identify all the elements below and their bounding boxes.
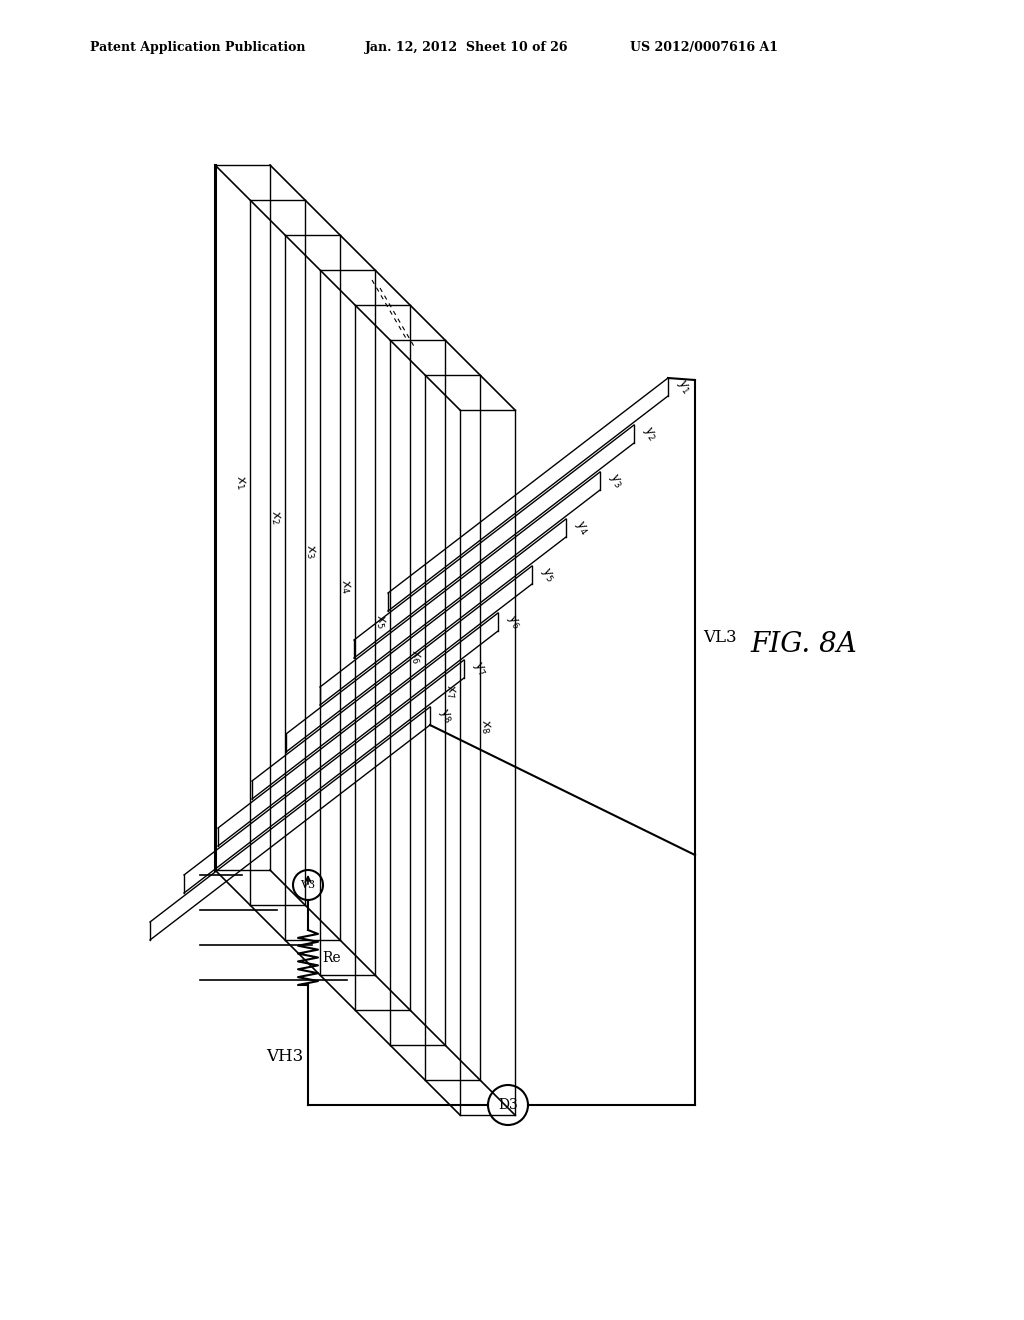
Text: $x_8$: $x_8$ xyxy=(477,718,493,735)
Text: $x_6$: $x_6$ xyxy=(407,648,423,665)
Text: V3: V3 xyxy=(300,880,315,890)
Text: $y_6$: $y_6$ xyxy=(504,612,524,632)
Text: Jan. 12, 2012  Sheet 10 of 26: Jan. 12, 2012 Sheet 10 of 26 xyxy=(365,41,568,54)
Text: Patent Application Publication: Patent Application Publication xyxy=(90,41,305,54)
Text: $x_7$: $x_7$ xyxy=(441,684,458,701)
Text: US 2012/0007616 A1: US 2012/0007616 A1 xyxy=(630,41,778,54)
Text: VL3: VL3 xyxy=(703,628,736,645)
Text: $x_5$: $x_5$ xyxy=(372,614,388,631)
Text: $y_1$: $y_1$ xyxy=(674,378,693,397)
Text: $y_8$: $y_8$ xyxy=(436,706,456,726)
Text: $y_5$: $y_5$ xyxy=(538,565,558,585)
Text: $x_1$: $x_1$ xyxy=(231,474,248,491)
Text: VH3: VH3 xyxy=(266,1048,303,1065)
Text: $y_4$: $y_4$ xyxy=(572,517,592,539)
Text: $y_3$: $y_3$ xyxy=(606,471,626,491)
Text: $y_7$: $y_7$ xyxy=(470,659,489,678)
Text: D3: D3 xyxy=(498,1098,518,1111)
Text: $x_2$: $x_2$ xyxy=(267,510,283,525)
Text: $x_3$: $x_3$ xyxy=(302,544,317,561)
Text: $x_4$: $x_4$ xyxy=(337,578,352,595)
Text: Re: Re xyxy=(322,950,341,965)
Text: FIG. 8A: FIG. 8A xyxy=(750,631,857,659)
Text: $y_2$: $y_2$ xyxy=(640,424,659,444)
